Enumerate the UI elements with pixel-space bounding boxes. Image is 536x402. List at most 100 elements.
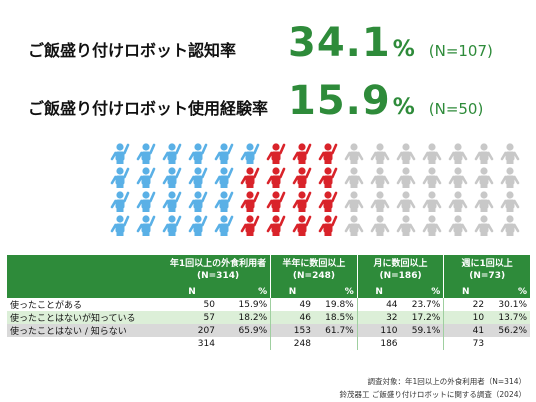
cell-n: 22 — [443, 298, 488, 311]
usage-value: 15.9 — [288, 78, 391, 124]
person-gray-icon — [422, 167, 442, 188]
person-gray-icon — [344, 191, 364, 212]
group-header-1: 年1回以上の外食利用者 (N=314) — [165, 255, 271, 285]
cell-pct: 15.9% — [217, 298, 271, 311]
sub-header-n: N — [270, 285, 314, 298]
person-blue-icon — [240, 143, 260, 164]
cell-n: 32 — [356, 311, 401, 324]
cell-n: 57 — [165, 311, 218, 324]
total-n: 314 — [165, 337, 218, 350]
person-blue-icon — [214, 215, 234, 236]
row-label: 使ったことがある — [7, 298, 166, 311]
person-gray-icon — [448, 191, 468, 212]
person-blue-icon — [136, 191, 156, 212]
person-blue-icon — [214, 167, 234, 188]
person-red-icon — [240, 215, 260, 236]
person-gray-icon — [396, 191, 416, 212]
person-gray-icon — [422, 215, 442, 236]
person-gray-icon — [422, 191, 442, 212]
person-blue-icon — [136, 143, 156, 164]
cell-pct: 23.7% — [400, 298, 444, 311]
cell-pct: 65.9% — [217, 324, 271, 337]
person-blue-icon — [136, 167, 156, 188]
person-gray-icon — [370, 191, 390, 212]
usage-n: (N=50) — [428, 100, 484, 118]
survey-source-note: 鈴茂器工 ご飯盛り付けロボットに関する調査（2024） — [339, 390, 526, 399]
awareness-unit: % — [392, 37, 415, 62]
cell-n: 153 — [270, 324, 314, 337]
total-n: 248 — [270, 337, 314, 350]
totals-blank — [7, 337, 166, 350]
header-blank — [7, 255, 166, 285]
person-blue-icon — [162, 215, 182, 236]
person-gray-icon — [396, 143, 416, 164]
person-gray-icon — [448, 167, 468, 188]
totals-row: 314 248 186 73 — [7, 337, 530, 350]
row-label: 使ったことはない / 知らない — [7, 324, 166, 337]
usage-unit: % — [392, 95, 415, 120]
person-blue-icon — [188, 191, 208, 212]
group-header-row: 年1回以上の外食利用者 (N=314) 半年に数回以上 (N=248) 月に数回以上… — [7, 255, 530, 285]
person-red-icon — [266, 167, 286, 188]
person-gray-icon — [500, 143, 520, 164]
group-header-3: 月に数回以上 (N=186) — [356, 255, 444, 285]
person-gray-icon — [474, 143, 494, 164]
person-red-icon — [318, 167, 338, 188]
sub-header-n: N — [165, 285, 218, 298]
table-row: 使ったことはないが知っている 57 18.2% 46 18.5% 32 17.2… — [7, 311, 530, 324]
person-gray-icon — [344, 143, 364, 164]
cell-n: 10 — [443, 311, 488, 324]
person-blue-icon — [110, 191, 130, 212]
person-gray-icon — [474, 191, 494, 212]
person-blue-icon — [110, 167, 130, 188]
cell-pct: 19.8% — [313, 298, 358, 311]
cell-pct: 61.7% — [313, 324, 358, 337]
cell-pct: 30.1% — [487, 298, 530, 311]
row-label: 使ったことはないが知っている — [7, 311, 166, 324]
person-gray-icon — [448, 143, 468, 164]
total-n: 73 — [443, 337, 488, 350]
sub-header-pct: % — [400, 285, 444, 298]
cell-n: 50 — [165, 298, 218, 311]
sub-header-blank — [7, 285, 166, 298]
person-gray-icon — [396, 215, 416, 236]
sub-header-n: N — [443, 285, 488, 298]
cell-pct: 17.2% — [400, 311, 444, 324]
awareness-label: ご飯盛り付けロボット認知率 — [28, 41, 237, 60]
cell-pct: 13.7% — [487, 311, 530, 324]
person-red-icon — [292, 215, 312, 236]
person-red-icon — [318, 191, 338, 212]
group-header-2: 半年に数回以上 (N=248) — [270, 255, 358, 285]
person-red-icon — [240, 191, 260, 212]
sub-header-pct: % — [487, 285, 530, 298]
person-red-icon — [292, 143, 312, 164]
awareness-value: 34.1 — [288, 20, 391, 66]
person-gray-icon — [370, 143, 390, 164]
person-gray-icon — [396, 167, 416, 188]
person-red-icon — [240, 167, 260, 188]
person-blue-icon — [162, 143, 182, 164]
person-blue-icon — [136, 215, 156, 236]
sub-header-n: N — [356, 285, 401, 298]
person-red-icon — [318, 215, 338, 236]
person-gray-icon — [474, 167, 494, 188]
group-header-4: 週に1回以上 (N=73) — [443, 255, 530, 285]
person-gray-icon — [500, 215, 520, 236]
person-gray-icon — [344, 215, 364, 236]
person-red-icon — [266, 143, 286, 164]
person-blue-icon — [188, 215, 208, 236]
cell-n: 207 — [165, 324, 218, 337]
person-gray-icon — [474, 215, 494, 236]
person-blue-icon — [188, 167, 208, 188]
person-gray-icon — [448, 215, 468, 236]
person-blue-icon — [214, 191, 234, 212]
person-blue-icon — [110, 143, 130, 164]
cell-n: 110 — [356, 324, 401, 337]
table-row: 使ったことがある 50 15.9% 49 19.8% 44 23.7% 22 3… — [7, 298, 530, 311]
cell-pct: 59.1% — [400, 324, 444, 337]
cell-n: 46 — [270, 311, 314, 324]
usage-stat: ご飯盛り付けロボット使用経験率 15.9 % (N=50) — [28, 78, 483, 124]
person-gray-icon — [370, 215, 390, 236]
usage-label: ご飯盛り付けロボット使用経験率 — [28, 99, 269, 118]
sub-header-pct: % — [313, 285, 358, 298]
